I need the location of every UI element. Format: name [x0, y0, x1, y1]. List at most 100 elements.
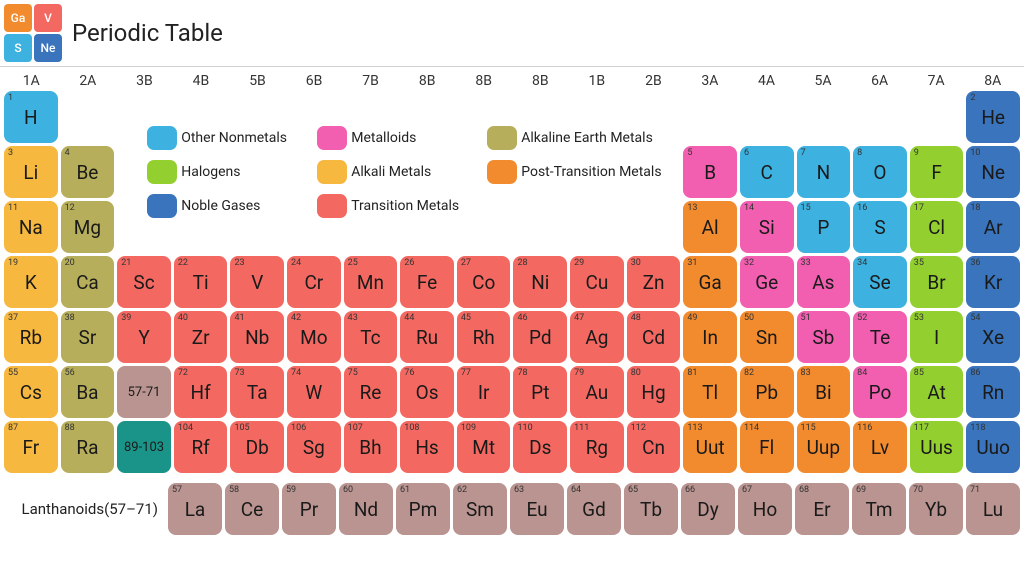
legend-item[interactable]: Alkali Metals	[317, 160, 487, 184]
element-cell-Bh[interactable]: 107Bh	[344, 421, 398, 473]
element-cell-Ba[interactable]: 56Ba	[61, 366, 115, 418]
element-cell-Db[interactable]: 105Db	[230, 421, 284, 473]
element-cell-Au[interactable]: 79Au	[570, 366, 624, 418]
element-cell-Tl[interactable]: 81Tl	[683, 366, 737, 418]
element-cell-He[interactable]: 2He	[966, 91, 1020, 143]
element-cell-K[interactable]: 19K	[4, 256, 58, 308]
element-cell-Sb[interactable]: 51Sb	[797, 311, 851, 363]
element-cell-Mt[interactable]: 109Mt	[457, 421, 511, 473]
element-cell-Uuo[interactable]: 118Uuo	[966, 421, 1020, 473]
element-cell-Rn[interactable]: 86Rn	[966, 366, 1020, 418]
legend-item[interactable]: Transition Metals	[317, 194, 487, 218]
element-cell-Pb[interactable]: 82Pb	[740, 366, 794, 418]
element-cell-Na[interactable]: 11Na	[4, 201, 58, 253]
element-cell-O[interactable]: 8O	[853, 146, 907, 198]
legend-item[interactable]: Noble Gases	[147, 194, 317, 218]
element-cell-Be[interactable]: 4Be	[61, 146, 115, 198]
element-cell-Lv[interactable]: 116Lv	[853, 421, 907, 473]
element-cell-Sc[interactable]: 21Sc	[117, 256, 171, 308]
element-cell-Gd[interactable]: 64Gd	[567, 483, 621, 535]
element-cell-Uut[interactable]: 113Uut	[683, 421, 737, 473]
element-cell-Pd[interactable]: 46Pd	[513, 311, 567, 363]
element-cell-Te[interactable]: 52Te	[853, 311, 907, 363]
element-cell-Zn[interactable]: 30Zn	[627, 256, 681, 308]
element-cell-Pr[interactable]: 59Pr	[282, 483, 336, 535]
element-cell-Ge[interactable]: 32Ge	[740, 256, 794, 308]
element-cell-S[interactable]: 16S	[853, 201, 907, 253]
element-cell-La[interactable]: 57La	[168, 483, 222, 535]
element-cell-Tb[interactable]: 65Tb	[624, 483, 678, 535]
element-cell-Kr[interactable]: 36Kr	[966, 256, 1020, 308]
element-cell-Se[interactable]: 34Se	[853, 256, 907, 308]
element-cell-Mn[interactable]: 25Mn	[344, 256, 398, 308]
element-cell-Re[interactable]: 75Re	[344, 366, 398, 418]
element-cell-Dy[interactable]: 66Dy	[681, 483, 735, 535]
legend-item[interactable]: Post-Transition Metals	[487, 160, 661, 184]
element-cell-Uus[interactable]: 117Uus	[910, 421, 964, 473]
element-cell-Rh[interactable]: 45Rh	[457, 311, 511, 363]
element-cell-Ir[interactable]: 77Ir	[457, 366, 511, 418]
element-cell-Ni[interactable]: 28Ni	[513, 256, 567, 308]
element-cell-In[interactable]: 49In	[683, 311, 737, 363]
element-cell-Ru[interactable]: 44Ru	[400, 311, 454, 363]
element-cell-At[interactable]: 85At	[910, 366, 964, 418]
element-cell-Sm[interactable]: 62Sm	[453, 483, 507, 535]
range-cell[interactable]: 89-103	[117, 421, 171, 473]
element-cell-Ra[interactable]: 88Ra	[61, 421, 115, 473]
element-cell-Li[interactable]: 3Li	[4, 146, 58, 198]
element-cell-Ag[interactable]: 47Ag	[570, 311, 624, 363]
element-cell-C[interactable]: 6C	[740, 146, 794, 198]
element-cell-Ds[interactable]: 110Ds	[513, 421, 567, 473]
element-cell-Ta[interactable]: 73Ta	[230, 366, 284, 418]
element-cell-Fl[interactable]: 114Fl	[740, 421, 794, 473]
element-cell-Bi[interactable]: 83Bi	[797, 366, 851, 418]
legend-item[interactable]: Metalloids	[317, 126, 487, 150]
element-cell-V[interactable]: 23V	[230, 256, 284, 308]
element-cell-Ce[interactable]: 58Ce	[225, 483, 279, 535]
legend-item[interactable]: Halogens	[147, 160, 317, 184]
element-cell-Er[interactable]: 68Er	[795, 483, 849, 535]
element-cell-Uup[interactable]: 115Uup	[797, 421, 851, 473]
element-cell-P[interactable]: 15P	[797, 201, 851, 253]
element-cell-Tc[interactable]: 43Tc	[344, 311, 398, 363]
range-cell[interactable]: 57-71	[117, 366, 171, 418]
element-cell-Sg[interactable]: 106Sg	[287, 421, 341, 473]
element-cell-Br[interactable]: 35Br	[910, 256, 964, 308]
element-cell-Sr[interactable]: 38Sr	[61, 311, 115, 363]
element-cell-Xe[interactable]: 54Xe	[966, 311, 1020, 363]
element-cell-Pt[interactable]: 78Pt	[513, 366, 567, 418]
element-cell-Cu[interactable]: 29Cu	[570, 256, 624, 308]
element-cell-Eu[interactable]: 63Eu	[510, 483, 564, 535]
element-cell-Ga[interactable]: 31Ga	[683, 256, 737, 308]
element-cell-W[interactable]: 74W	[287, 366, 341, 418]
element-cell-Ca[interactable]: 20Ca	[61, 256, 115, 308]
element-cell-H[interactable]: 1H	[4, 91, 58, 143]
element-cell-Rg[interactable]: 111Rg	[570, 421, 624, 473]
element-cell-Lu[interactable]: 71Lu	[966, 483, 1020, 535]
element-cell-Zr[interactable]: 40Zr	[174, 311, 228, 363]
element-cell-Fr[interactable]: 87Fr	[4, 421, 58, 473]
legend-item[interactable]: Other Nonmetals	[147, 126, 317, 150]
element-cell-Ne[interactable]: 10Ne	[966, 146, 1020, 198]
element-cell-Ho[interactable]: 67Ho	[738, 483, 792, 535]
element-cell-Nd[interactable]: 60Nd	[339, 483, 393, 535]
element-cell-B[interactable]: 5B	[683, 146, 737, 198]
element-cell-Ar[interactable]: 18Ar	[966, 201, 1020, 253]
element-cell-Cd[interactable]: 48Cd	[627, 311, 681, 363]
element-cell-Fe[interactable]: 26Fe	[400, 256, 454, 308]
element-cell-I[interactable]: 53I	[910, 311, 964, 363]
element-cell-Co[interactable]: 27Co	[457, 256, 511, 308]
element-cell-Hs[interactable]: 108Hs	[400, 421, 454, 473]
element-cell-Os[interactable]: 76Os	[400, 366, 454, 418]
element-cell-Rf[interactable]: 104Rf	[174, 421, 228, 473]
element-cell-N[interactable]: 7N	[797, 146, 851, 198]
element-cell-Cn[interactable]: 112Cn	[627, 421, 681, 473]
element-cell-Mg[interactable]: 12Mg	[61, 201, 115, 253]
element-cell-Rb[interactable]: 37Rb	[4, 311, 58, 363]
element-cell-Cs[interactable]: 55Cs	[4, 366, 58, 418]
element-cell-Hg[interactable]: 80Hg	[627, 366, 681, 418]
element-cell-As[interactable]: 33As	[797, 256, 851, 308]
element-cell-Sn[interactable]: 50Sn	[740, 311, 794, 363]
element-cell-Al[interactable]: 13Al	[683, 201, 737, 253]
element-cell-Yb[interactable]: 70Yb	[909, 483, 963, 535]
